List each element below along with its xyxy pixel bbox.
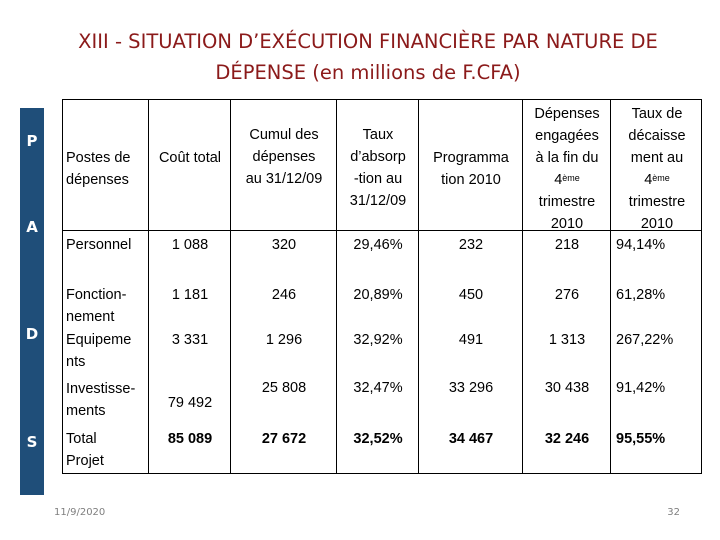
- page-number: 32: [667, 507, 680, 518]
- cell-decaissement-total: 95,55%: [616, 431, 666, 447]
- table-row-divider: [62, 230, 702, 231]
- header-text: trimestre: [538, 194, 596, 210]
- header-text: Dépenses: [534, 106, 600, 122]
- cell-programmation: 232: [458, 237, 484, 253]
- header-text: Taux: [362, 127, 394, 143]
- sidebar-letter-p: P: [26, 132, 38, 150]
- finance-table: Postes de dépenses Coût total Cumul des …: [62, 99, 702, 474]
- cell-cumul: 246: [271, 287, 297, 303]
- cell-taux: 29,46%: [353, 237, 403, 253]
- cell-cout-total: 85 089: [167, 431, 213, 447]
- cell-taux: 20,89%: [353, 287, 403, 303]
- row-label-investissements: Investisse- ments: [66, 378, 148, 422]
- table-col-divider: [148, 99, 149, 474]
- table-col-divider: [336, 99, 337, 474]
- cell-decaissement: 94,14%: [616, 237, 666, 253]
- slide-title: XIII - SITUATION D’EXÉCUTION FINANCIÈRE …: [40, 26, 696, 88]
- cell-depenses: 30 438: [544, 380, 590, 396]
- row-label-text: Total: [66, 431, 97, 447]
- header-text: 4ème: [612, 169, 702, 191]
- cell-depenses: 218: [554, 237, 580, 253]
- cell-taux-total: 32,52%: [353, 431, 403, 447]
- header-text: à la fin du: [535, 150, 599, 166]
- header-text: d’absorp: [350, 149, 406, 165]
- row-label-text: Equipeme: [66, 332, 132, 348]
- header-text: 2010: [550, 216, 584, 232]
- header-programmation: Programma tion 2010: [420, 147, 522, 191]
- header-text: 4: [644, 172, 653, 188]
- header-text: 4: [554, 172, 563, 188]
- row-label-text: ments: [66, 403, 106, 419]
- header-text: tion 2010: [441, 172, 501, 188]
- header-text: -tion au: [353, 171, 403, 187]
- footer-date: 11/9/2020: [54, 507, 106, 518]
- cell-cumul-total: 27 672: [261, 431, 307, 447]
- cell-programmation-total: 34 467: [448, 431, 494, 447]
- row-label-fonctionnement: Fonction- nement: [66, 284, 148, 328]
- sidebar-letter-s: S: [26, 433, 38, 451]
- sidebar-letter-d: D: [25, 325, 39, 343]
- cell-depenses: 1 313: [548, 332, 586, 348]
- cell-decaissement: 267,22%: [616, 332, 674, 348]
- header-text: Taux de: [631, 106, 683, 122]
- cell-cout: 1 181: [171, 287, 209, 303]
- table-col-divider: [522, 99, 523, 474]
- header-text: Cumul des: [249, 127, 319, 143]
- row-label-total-projet: Total Projet: [66, 428, 148, 472]
- header-text: décaisse: [628, 128, 686, 144]
- cell-depenses: 276: [554, 287, 580, 303]
- row-label-text: nts: [66, 354, 86, 370]
- header-text: dépenses: [66, 172, 129, 188]
- title-line-1: XIII - SITUATION D’EXÉCUTION FINANCIÈRE …: [78, 30, 658, 53]
- header-text: 31/12/09: [349, 193, 407, 209]
- header-text: Postes de: [66, 150, 131, 166]
- header-taux-absorption: Taux d’absorp -tion au 31/12/09: [338, 124, 418, 212]
- header-text: Coût total: [158, 150, 222, 166]
- cell-decaissement: 91,42%: [616, 380, 666, 396]
- row-label-text: Fonction-: [66, 287, 127, 303]
- row-label-text: Projet: [66, 453, 104, 469]
- header-text: ment au: [630, 150, 684, 166]
- cell-cumul: 25 808: [261, 380, 307, 396]
- cell-depenses-total: 32 246: [544, 431, 590, 447]
- row-label-personnel: Personnel: [66, 237, 132, 253]
- title-line-2: DÉPENSE (en millions de F.CFA): [215, 61, 521, 84]
- cell-taux: 32,47%: [353, 380, 403, 396]
- header-text: au 31/12/09: [245, 171, 323, 187]
- header-cumul: Cumul des dépenses au 31/12/09: [232, 124, 336, 190]
- cell-programmation: 491: [458, 332, 484, 348]
- row-label-text: nement: [66, 309, 115, 325]
- sidebar-letter-a: A: [26, 218, 38, 236]
- header-text: Programma: [433, 150, 509, 166]
- header-text: dépenses: [252, 149, 316, 165]
- cell-programmation: 450: [458, 287, 484, 303]
- sidebar-bar: P A D S: [20, 108, 44, 495]
- header-postes: Postes de dépenses: [66, 147, 148, 191]
- table-col-divider: [230, 99, 231, 474]
- cell-cumul: 1 296: [265, 332, 303, 348]
- cell-cumul: 320: [271, 237, 297, 253]
- row-label-equipements: Equipeme nts: [66, 329, 148, 373]
- cell-programmation: 33 296: [448, 380, 494, 396]
- table-col-divider: [610, 99, 611, 474]
- header-depenses-engagees: Dépenses engagées à la fin du 4ème trime…: [524, 103, 610, 235]
- row-label-text: Investisse-: [66, 381, 136, 397]
- table-border: [62, 99, 702, 474]
- cell-taux: 32,92%: [353, 332, 403, 348]
- header-text: 2010: [640, 216, 674, 232]
- header-text: 4ème: [524, 169, 610, 191]
- table-col-divider: [418, 99, 419, 474]
- superscript: ème: [652, 173, 670, 183]
- header-text: trimestre: [628, 194, 686, 210]
- cell-cout: 79 492: [167, 395, 213, 411]
- cell-cout: 1 088: [171, 237, 209, 253]
- superscript: ème: [562, 173, 580, 183]
- header-taux-decaissement: Taux de décaisse ment au 4ème trimestre …: [612, 103, 702, 235]
- header-text: engagées: [535, 128, 599, 144]
- header-cout-total: Coût total: [150, 147, 230, 169]
- cell-cout: 3 331: [171, 332, 209, 348]
- cell-decaissement: 61,28%: [616, 287, 666, 303]
